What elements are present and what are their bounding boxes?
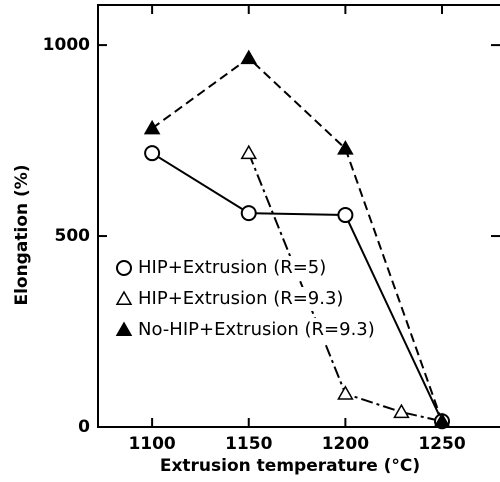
series-line: [247, 152, 443, 423]
legend-label: HIP+Extrusion (R=9.3): [138, 288, 343, 309]
legend-marker: [116, 260, 132, 276]
data-point: [393, 403, 410, 419]
y-tick-label: 1000: [43, 35, 90, 55]
data-point: [337, 140, 354, 155]
y-axis-label: Elongation (%): [12, 164, 32, 305]
y-tick-label: 500: [55, 226, 91, 246]
legend-marker: [115, 290, 133, 305]
legend-background: [112, 318, 381, 342]
data-point: [240, 205, 257, 222]
axis-frame: [97, 4, 500, 428]
data-point: [144, 145, 161, 162]
x-tick-label: 1100: [128, 434, 175, 454]
x-axis-label: Extrusion temperature (°C): [160, 456, 420, 476]
x-tick-label: 1200: [322, 434, 369, 454]
legend-background: [112, 256, 333, 280]
data-point: [143, 119, 161, 135]
y-tick-label: 0: [78, 417, 90, 437]
data-point: [337, 385, 354, 400]
legend-label: HIP+Extrusion (R=5): [138, 257, 326, 278]
series-line: [151, 56, 443, 422]
data-point: [337, 207, 354, 224]
data-point: [240, 144, 258, 160]
data-point: [240, 49, 258, 65]
data-point: [433, 412, 451, 428]
x-tick-label: 1250: [418, 434, 465, 454]
legend-marker: [115, 321, 133, 336]
legend-label: No-HIP+Extrusion (R=9.3): [138, 319, 375, 340]
series-line: [151, 152, 443, 422]
legend-background: [112, 287, 350, 311]
x-tick-label: 1150: [225, 434, 272, 454]
